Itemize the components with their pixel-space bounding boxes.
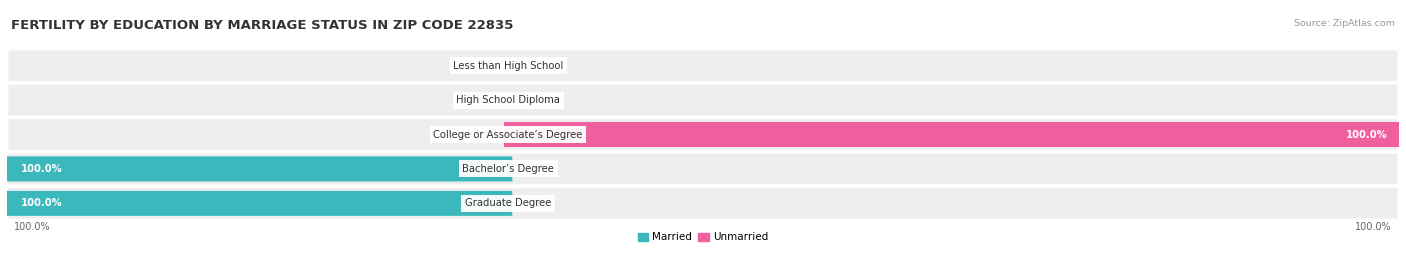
Text: 0.0%: 0.0%	[524, 61, 550, 71]
Legend: Married, Unmarried: Married, Unmarried	[634, 228, 772, 246]
Text: 0.0%: 0.0%	[467, 129, 492, 140]
Text: 100.0%: 100.0%	[14, 222, 51, 232]
Text: 0.0%: 0.0%	[524, 198, 550, 208]
FancyBboxPatch shape	[8, 50, 1398, 81]
Text: FERTILITY BY EDUCATION BY MARRIAGE STATUS IN ZIP CODE 22835: FERTILITY BY EDUCATION BY MARRIAGE STATU…	[11, 19, 513, 32]
Text: Source: ZipAtlas.com: Source: ZipAtlas.com	[1294, 19, 1395, 28]
FancyBboxPatch shape	[3, 191, 512, 216]
FancyBboxPatch shape	[503, 122, 1403, 147]
Text: 100.0%: 100.0%	[21, 198, 63, 208]
Text: 0.0%: 0.0%	[467, 61, 492, 71]
Text: 0.0%: 0.0%	[467, 95, 492, 105]
FancyBboxPatch shape	[3, 157, 512, 181]
Text: Graduate Degree: Graduate Degree	[465, 198, 551, 208]
FancyBboxPatch shape	[8, 154, 1398, 184]
Text: High School Diploma: High School Diploma	[456, 95, 560, 105]
Text: Less than High School: Less than High School	[453, 61, 564, 71]
FancyBboxPatch shape	[8, 85, 1398, 115]
Text: Bachelor’s Degree: Bachelor’s Degree	[463, 164, 554, 174]
Text: 0.0%: 0.0%	[524, 95, 550, 105]
FancyBboxPatch shape	[8, 119, 1398, 150]
FancyBboxPatch shape	[8, 188, 1398, 219]
Text: College or Associate’s Degree: College or Associate’s Degree	[433, 129, 583, 140]
Text: 100.0%: 100.0%	[1346, 129, 1388, 140]
Text: 0.0%: 0.0%	[524, 164, 550, 174]
Text: 100.0%: 100.0%	[1355, 222, 1392, 232]
Text: 100.0%: 100.0%	[21, 164, 63, 174]
